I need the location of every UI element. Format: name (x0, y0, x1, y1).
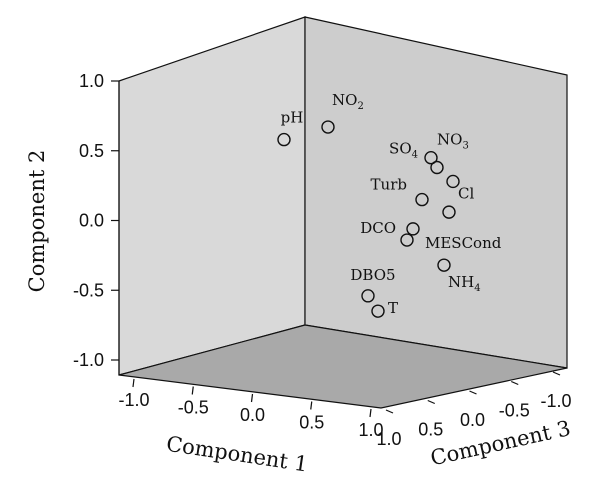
data-point (442, 205, 456, 219)
z-tick-mark (469, 390, 477, 395)
data-point: T (371, 299, 398, 318)
x-tick-label: 1.0 (358, 420, 383, 440)
z-axis-title: Component 3 (428, 416, 572, 470)
data-point: DCO (360, 219, 420, 237)
data-point: SO4 (389, 140, 438, 165)
point-marker (442, 205, 456, 219)
x-tick-mark (132, 378, 135, 388)
y-tick-label: 1.0 (79, 71, 104, 91)
floor (118, 324, 568, 409)
point-label: pH (281, 109, 304, 127)
point-marker (446, 174, 460, 189)
point-label: SO4 (389, 140, 418, 161)
data-point: NH4 (437, 258, 481, 294)
z-tick-label: 0.5 (418, 420, 443, 440)
x-tick-mark (369, 408, 372, 418)
point-marker (400, 233, 414, 247)
data-point: Cl (446, 174, 474, 202)
y-axis-title: Component 2 (25, 150, 49, 293)
y-tick-label: 0.0 (79, 211, 104, 231)
point-marker (430, 160, 444, 175)
data-point: MESCond (400, 233, 502, 252)
z-tick-label: -0.5 (499, 401, 530, 421)
z-tick-mark (511, 380, 519, 386)
back-wall (118, 16, 306, 376)
point-label: Turb (371, 176, 407, 194)
point-marker (371, 304, 385, 318)
z-tick-mark (552, 371, 561, 376)
point-label: NO2 (332, 91, 364, 112)
y-tick-label: 0.5 (79, 141, 104, 161)
point-marker (277, 132, 291, 147)
data-points: pH NO2 SO4 NO3 Cl Turb DCO MESCond NH4 DBO5 T (277, 91, 502, 318)
point-label: DBO5 (350, 266, 395, 284)
point-marker (437, 258, 451, 272)
data-point: Turb (371, 176, 429, 207)
z-tick-label: 1.0 (376, 429, 401, 449)
point-marker (361, 289, 375, 303)
point-marker (406, 222, 420, 236)
side-wall (304, 16, 568, 369)
data-point: DBO5 (350, 266, 396, 303)
point-label: NO3 (437, 130, 469, 151)
point-marker (321, 120, 335, 134)
data-point: pH (277, 109, 304, 147)
x-tick-label: -0.5 (178, 398, 209, 418)
y-tick-label: -0.5 (73, 280, 104, 300)
z-tick-mark (427, 399, 435, 405)
z-tick-label: -1.0 (540, 391, 571, 411)
x-tick-mark (310, 401, 313, 410)
point-label: DCO (360, 219, 396, 237)
x-tick-mark (191, 386, 194, 395)
point-label: MESCond (425, 234, 502, 252)
x-tick-label: 0.5 (299, 413, 324, 433)
point-label: Cl (458, 184, 474, 202)
point-marker (415, 192, 429, 207)
data-point: NO2 (321, 91, 364, 134)
z-tick-label: 0.0 (460, 410, 485, 430)
plot-box (118, 16, 568, 409)
data-point: NO3 (430, 130, 469, 175)
point-label: NH4 (448, 273, 481, 294)
x-tick-mark (250, 393, 254, 403)
point-label: T (388, 299, 398, 317)
z-tick-mark (385, 409, 394, 414)
y-tick-label: -1.0 (73, 350, 104, 370)
x-tick-label: 0.0 (240, 405, 265, 425)
y-axis: -1.0 -0.5 0.0 0.5 1.0 Component 2 (25, 71, 120, 375)
x-axis-title: Component 1 (165, 432, 310, 477)
x-tick-label: -1.0 (118, 390, 149, 410)
point-marker (424, 151, 438, 165)
